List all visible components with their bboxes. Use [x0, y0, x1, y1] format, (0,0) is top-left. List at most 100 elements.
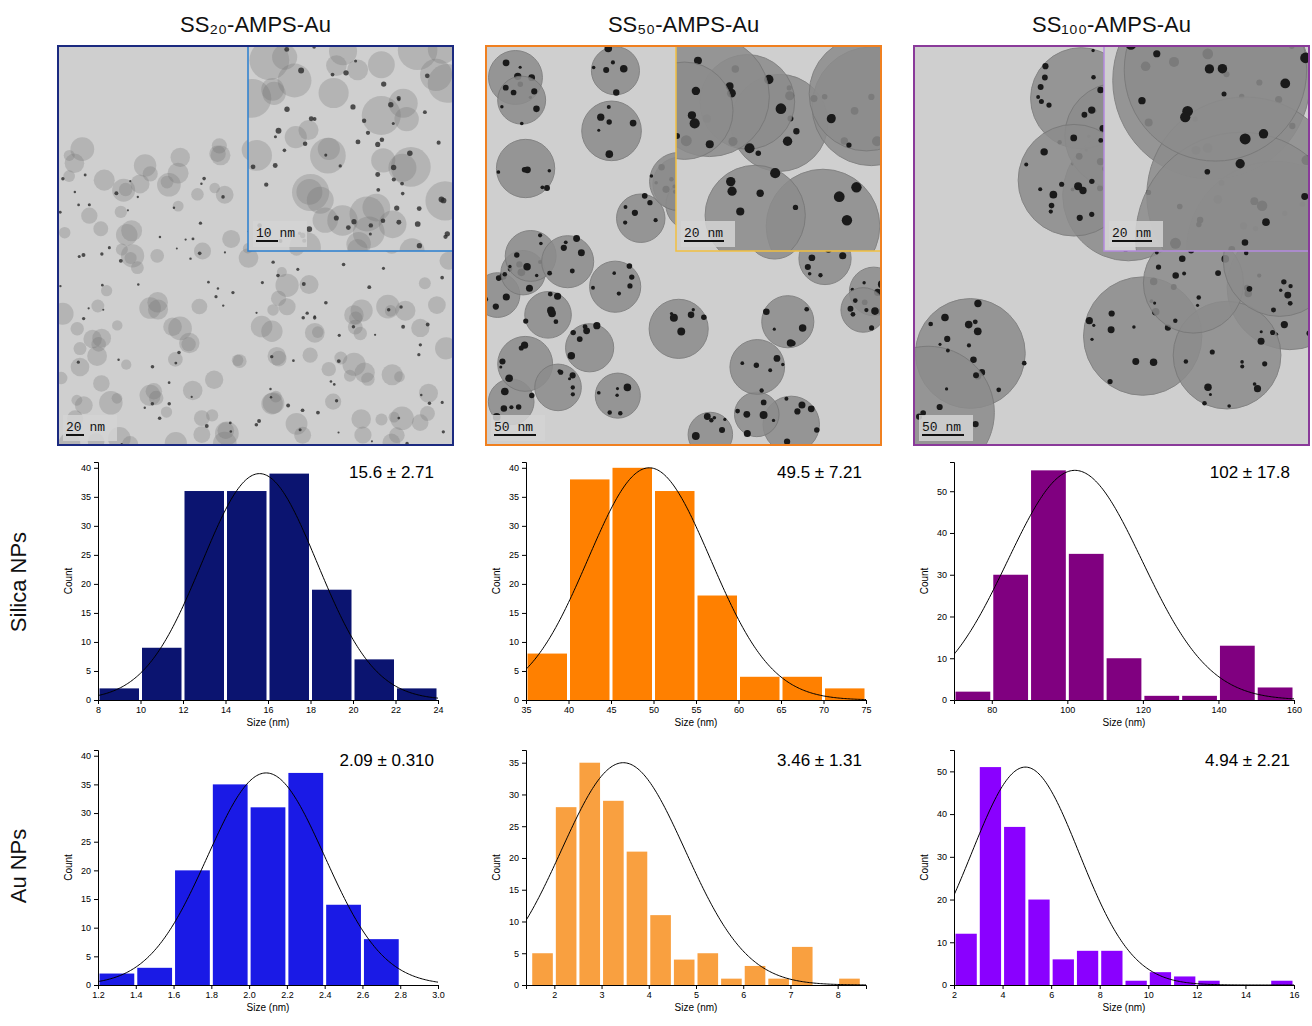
tem-gold — [754, 363, 759, 368]
x-tick: 140 — [1211, 700, 1226, 715]
x-tick-label: 100 — [1060, 705, 1075, 715]
y-tick: 20 — [509, 579, 526, 589]
tem-gold — [117, 359, 119, 361]
tem-gold — [401, 192, 405, 196]
y-tick: 25 — [509, 550, 526, 560]
tem-silica — [344, 370, 356, 382]
tem-gold — [606, 150, 614, 158]
y-tick-mark — [950, 575, 954, 576]
tem-gold — [159, 236, 162, 239]
tem-gold — [1281, 279, 1286, 284]
tem-gold — [759, 388, 763, 392]
bar — [100, 974, 135, 985]
scale-bar: 10 nm — [253, 221, 307, 247]
tem-silica — [91, 300, 104, 313]
y-axis-title: Count — [63, 854, 74, 881]
tem-silica — [275, 274, 298, 297]
tem-gold — [1240, 360, 1244, 364]
plot-area — [526, 468, 866, 700]
y-tick-label: 30 — [81, 808, 91, 818]
tem-silica — [191, 188, 204, 201]
y-tick: 10 — [509, 917, 526, 927]
tem-silica — [148, 299, 168, 319]
tem-gold — [1074, 182, 1082, 190]
tem-background — [58, 46, 453, 445]
x-tick-mark — [211, 985, 212, 989]
tem-silica — [211, 145, 231, 165]
y-tick-mark — [94, 497, 98, 498]
tem-gold — [799, 324, 807, 332]
tem-gold — [1088, 106, 1095, 113]
tem-silica — [171, 148, 190, 167]
tem-gold — [520, 122, 524, 126]
tem-gold — [719, 427, 725, 433]
tem-silica — [676, 62, 733, 159]
tem-gold — [283, 148, 287, 152]
tem-silica — [165, 432, 187, 445]
x-tick: 120 — [1136, 700, 1151, 715]
tem-gold — [59, 211, 62, 214]
tem-gold — [1107, 379, 1112, 384]
y-tick-mark — [522, 700, 526, 701]
tem-gold — [1059, 182, 1064, 187]
x-tick: 55 — [691, 700, 701, 715]
y-tick-label: 20 — [509, 853, 519, 863]
tem-gold — [783, 137, 792, 146]
row-label: Au NPs — [6, 829, 31, 904]
tem-gold — [415, 221, 421, 227]
tem-silica — [267, 304, 279, 316]
y-tick: 15 — [81, 894, 98, 904]
tem-silica — [93, 375, 110, 392]
fit-curve — [98, 773, 438, 982]
tem-silica — [268, 347, 286, 365]
bar — [745, 966, 766, 985]
tem-gold — [199, 222, 202, 225]
y-tick-mark — [94, 526, 98, 527]
tem-gold — [784, 439, 790, 445]
tem-gold — [523, 319, 528, 324]
tem-gold — [937, 404, 943, 410]
x-tick-mark — [649, 985, 650, 989]
tem-gold — [531, 88, 537, 94]
bar — [288, 773, 323, 985]
y-tick-mark — [522, 921, 526, 922]
y-tick-label: 20 — [937, 612, 947, 622]
x-tick: 2.0 — [243, 985, 256, 1000]
tem-gold — [1153, 50, 1160, 57]
scale-bar-background — [681, 221, 735, 247]
x-tick-label: 4 — [1001, 990, 1006, 1000]
tem-gold — [571, 392, 575, 396]
tem-gold — [119, 259, 123, 263]
tem-gold — [1215, 270, 1221, 276]
y-tick-label: 10 — [81, 923, 91, 933]
y-tick-label: 50 — [937, 767, 947, 777]
scale-bar-label: 20 nm — [684, 226, 723, 241]
x-tick: 6 — [741, 985, 746, 1000]
y-tick: 50 — [937, 487, 954, 497]
y-tick: 35 — [81, 492, 98, 502]
tem-gold — [167, 402, 170, 405]
tem-gold — [704, 413, 711, 420]
x-axis-title: Size (nm) — [1103, 717, 1146, 728]
x-tick: 70 — [819, 700, 829, 715]
tem-gold — [519, 66, 522, 69]
tem-gold — [973, 372, 979, 378]
tem-gold — [603, 67, 609, 73]
tem-silica — [277, 267, 287, 277]
scale-bar: 50 nm — [919, 415, 973, 441]
tem-gold — [1288, 284, 1292, 288]
tem-gold — [756, 151, 761, 156]
y-tick-mark — [522, 794, 526, 795]
tem-gold — [1108, 326, 1115, 333]
tem-silica — [388, 154, 416, 182]
figure: SS₂₀-AMPS-AuSS₅₀-AMPS-AuSS₁₀₀-AMPS-AuSil… — [0, 0, 1312, 1026]
tem-gold — [501, 405, 508, 412]
tem-gold — [1247, 286, 1253, 292]
y-tick: 35 — [509, 492, 526, 502]
bar — [1069, 554, 1104, 700]
y-tick: 20 — [937, 895, 954, 905]
bar — [839, 979, 860, 985]
y-tick: 30 — [509, 521, 526, 531]
y-tick-mark — [950, 900, 954, 901]
x-tick: 4 — [1001, 985, 1006, 1000]
